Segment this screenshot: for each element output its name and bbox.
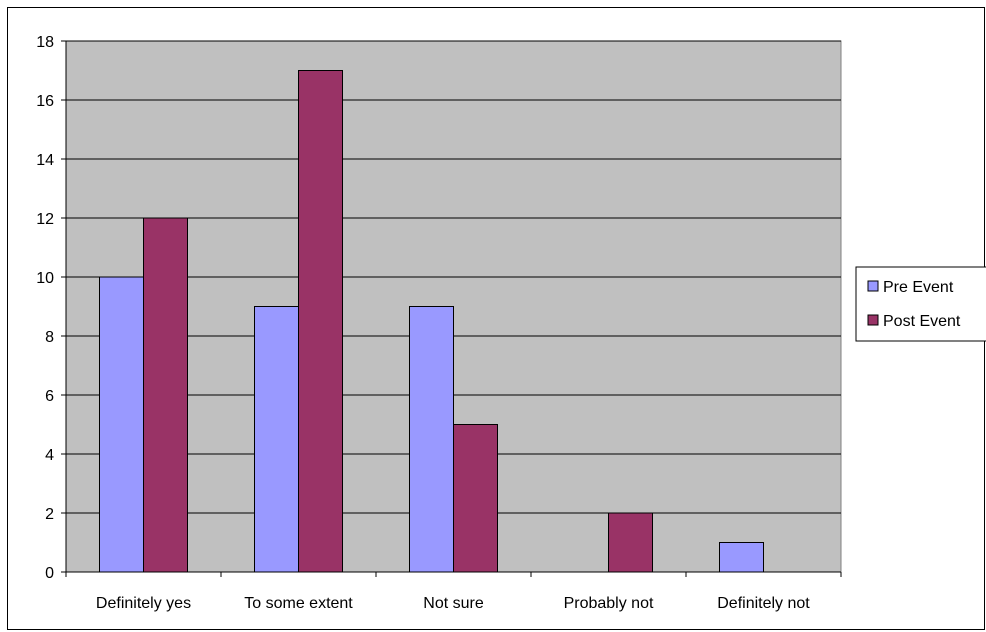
legend-box <box>855 266 986 342</box>
bar-pre-event <box>99 276 144 573</box>
y-tick-label: 18 <box>36 34 54 51</box>
y-tick-label: 4 <box>45 447 54 464</box>
bar-post-event <box>298 70 343 573</box>
bar-pre-event <box>409 306 454 573</box>
legend-swatch <box>867 280 879 292</box>
y-tick-label: 16 <box>36 93 54 110</box>
y-tick-label: 14 <box>36 152 54 169</box>
bar-pre-event <box>719 542 764 573</box>
y-tick-label: 0 <box>45 565 54 582</box>
legend: Pre Event Post Event <box>855 266 986 342</box>
bar-post-event <box>453 424 498 573</box>
y-tick-label: 2 <box>45 506 54 523</box>
y-axis-ticks: 0 2 4 6 8 10 12 14 16 18 <box>36 34 66 582</box>
x-category-label: Not sure <box>423 595 484 612</box>
x-axis-ticks: Definitely yes To some extent Not sure Prob… <box>65 572 842 612</box>
bar-pre-event <box>254 306 299 573</box>
x-category-label: Probably not <box>564 595 654 612</box>
y-tick-label: 12 <box>36 211 54 228</box>
legend-label: Pre Event <box>883 279 954 296</box>
y-tick-label: 6 <box>45 388 54 405</box>
y-tick-label: 8 <box>45 329 54 346</box>
legend-swatch <box>867 314 879 326</box>
y-tick-label: 10 <box>36 270 54 287</box>
legend-label: Post Event <box>883 313 961 330</box>
bar-post-event <box>143 217 188 573</box>
x-category-label: Definitely not <box>717 595 810 612</box>
bars <box>99 70 764 573</box>
x-category-label: Definitely yes <box>96 595 191 612</box>
bar-post-event <box>608 512 653 573</box>
x-category-label: To some extent <box>244 595 353 612</box>
